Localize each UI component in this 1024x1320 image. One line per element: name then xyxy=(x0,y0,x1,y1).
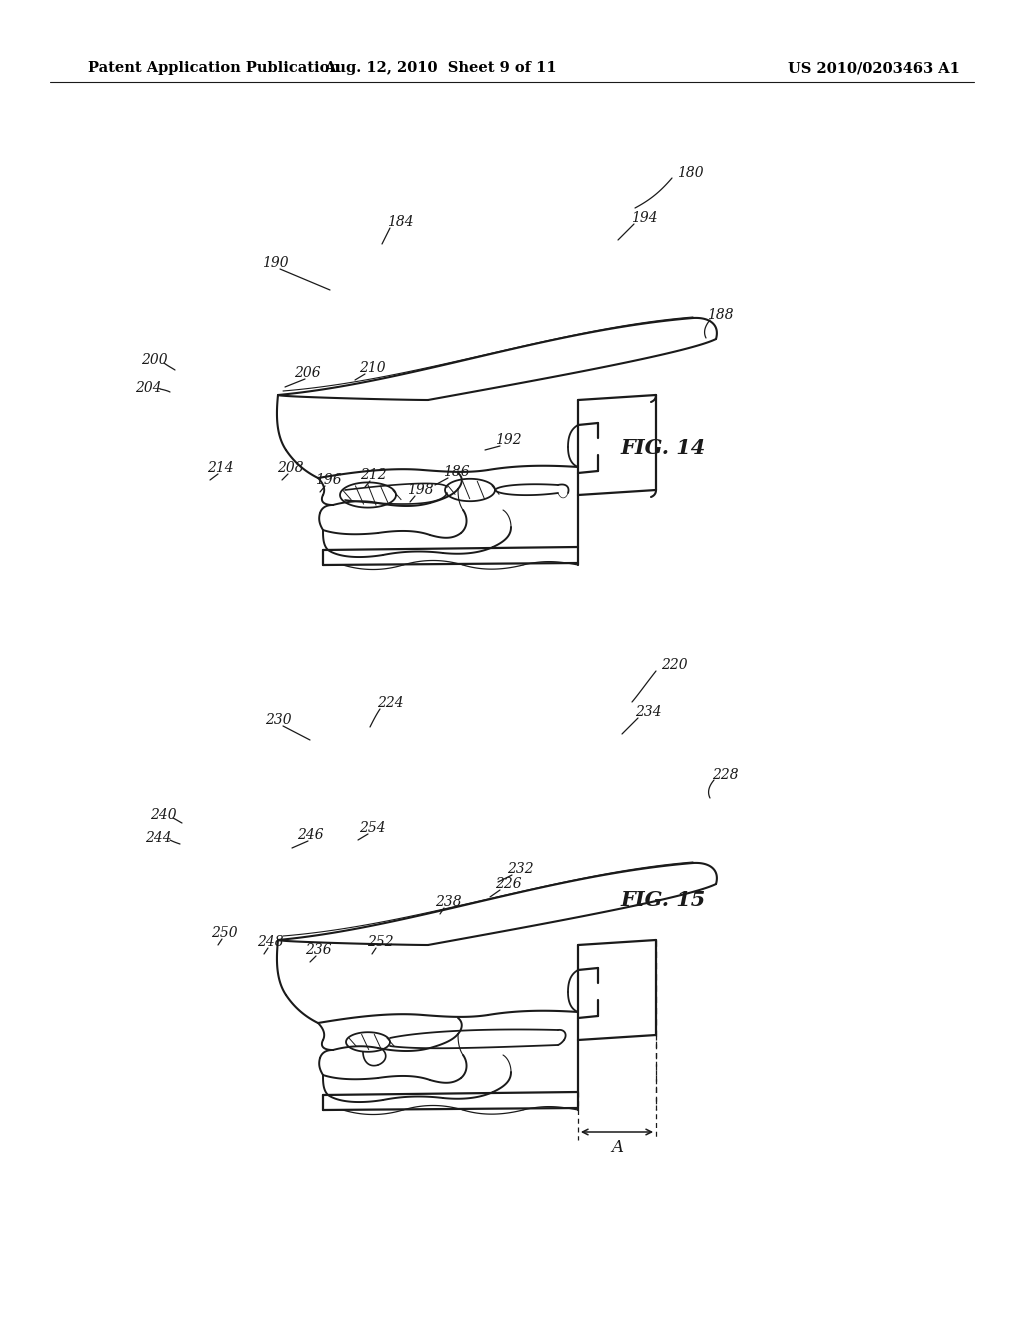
Text: 198: 198 xyxy=(407,483,433,498)
Text: 190: 190 xyxy=(262,256,289,271)
Text: 244: 244 xyxy=(144,832,171,845)
Text: 238: 238 xyxy=(434,895,462,909)
Text: 208: 208 xyxy=(276,461,303,475)
Text: 184: 184 xyxy=(387,215,414,228)
Text: Aug. 12, 2010  Sheet 9 of 11: Aug. 12, 2010 Sheet 9 of 11 xyxy=(324,61,556,75)
Text: 226: 226 xyxy=(495,876,521,891)
Text: FIG. 15: FIG. 15 xyxy=(620,890,706,909)
Text: 180: 180 xyxy=(677,166,703,180)
Text: 228: 228 xyxy=(712,768,738,781)
Text: 196: 196 xyxy=(314,473,341,487)
Text: Patent Application Publication: Patent Application Publication xyxy=(88,61,340,75)
Text: 236: 236 xyxy=(305,942,332,957)
Text: 252: 252 xyxy=(367,935,393,949)
Text: 248: 248 xyxy=(257,935,284,949)
Text: 232: 232 xyxy=(507,862,534,876)
Text: 204: 204 xyxy=(135,381,162,395)
Text: 250: 250 xyxy=(211,927,238,940)
Text: 214: 214 xyxy=(207,461,233,475)
Text: 210: 210 xyxy=(358,360,385,375)
Text: 240: 240 xyxy=(150,808,176,822)
Text: 246: 246 xyxy=(297,828,324,842)
Text: A: A xyxy=(611,1139,623,1156)
Text: 212: 212 xyxy=(359,469,386,482)
Text: 186: 186 xyxy=(442,465,469,479)
Text: 206: 206 xyxy=(294,366,321,380)
Text: 192: 192 xyxy=(495,433,521,447)
Text: 220: 220 xyxy=(660,657,687,672)
Text: 188: 188 xyxy=(707,308,733,322)
Text: 224: 224 xyxy=(377,696,403,710)
Text: 194: 194 xyxy=(631,211,657,224)
Text: 230: 230 xyxy=(264,713,291,727)
Text: 254: 254 xyxy=(358,821,385,836)
Text: FIG. 14: FIG. 14 xyxy=(620,438,706,458)
Text: 234: 234 xyxy=(635,705,662,719)
Text: US 2010/0203463 A1: US 2010/0203463 A1 xyxy=(788,61,961,75)
Text: 200: 200 xyxy=(140,352,167,367)
